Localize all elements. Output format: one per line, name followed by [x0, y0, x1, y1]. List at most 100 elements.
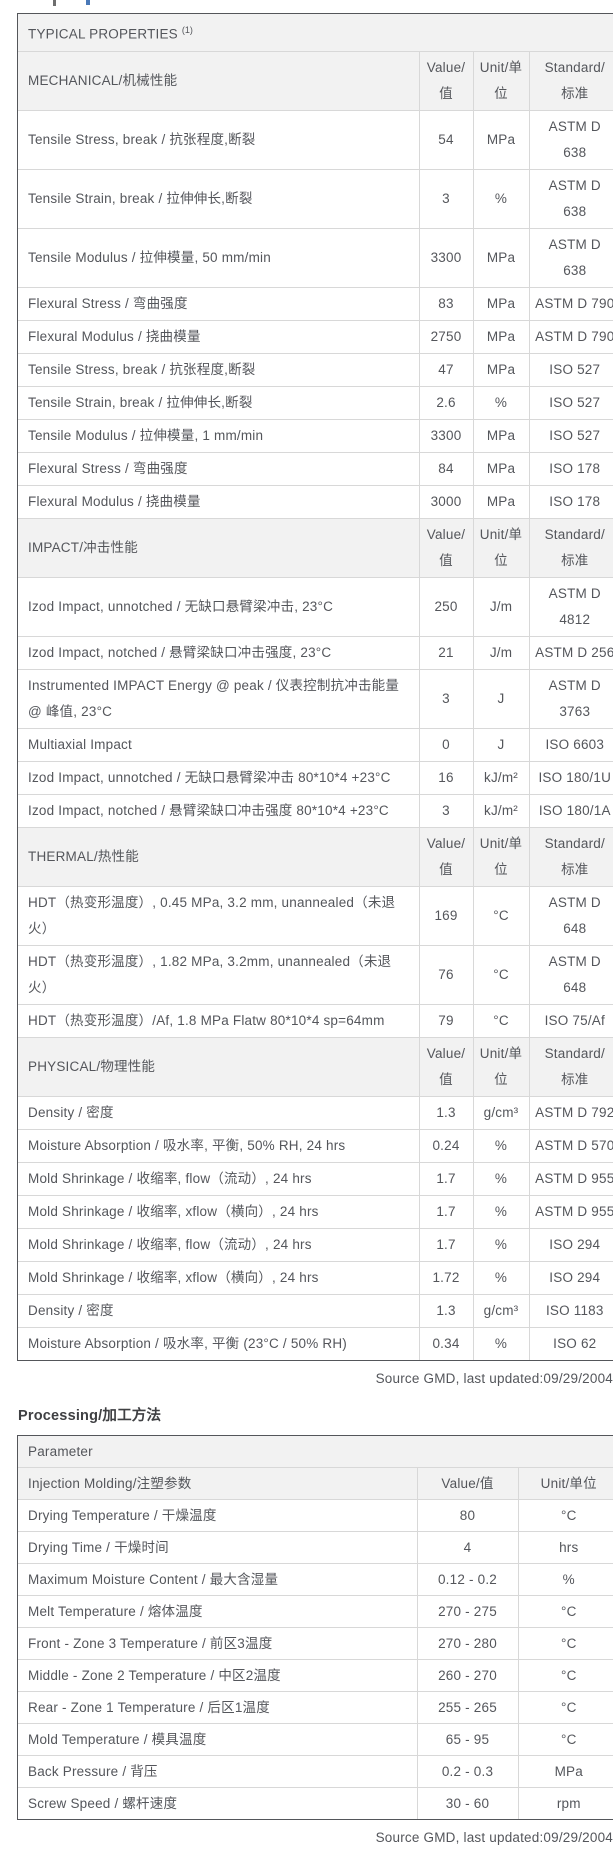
clipped-letter-descender: [53, 0, 56, 6]
standard-cell: ISO 75/Af: [528, 1003, 613, 1037]
unit-cell: Unit/单 位: [472, 517, 529, 577]
value-cell: 250: [418, 576, 473, 636]
table-row: IMPACT/冲击性能 Value/ 值 Unit/单 位 Standard/ …: [18, 517, 613, 577]
value-cell: 0.2 - 0.3: [416, 1755, 518, 1788]
standard-cell: ISO 62: [528, 1326, 613, 1360]
table-row: Tensile Stress, break / 抗张程度,断裂 54 MPa A…: [18, 109, 613, 169]
standard-cell: ISO 294: [528, 1227, 613, 1261]
table-row: Back Pressure / 背压 0.2 - 0.3 MPa: [18, 1755, 613, 1788]
table-row: Mold Shrinkage / 收缩率, flow（流动）, 24 hrs 1…: [18, 1227, 613, 1261]
value-cell: 3300: [418, 227, 473, 287]
source-note: Source GMD, last updated:09/29/2004: [375, 1830, 613, 1845]
value-cell: 3: [418, 793, 473, 827]
unit-cell: Unit/单 位: [472, 50, 529, 110]
standard-cell: ASTM D 648: [528, 885, 613, 945]
standard-cell: ISO 294: [528, 1260, 613, 1294]
value-cell: 79: [418, 1003, 473, 1037]
unit-cell: MPa: [472, 319, 529, 353]
standard-cell: ASTM D 648: [528, 944, 613, 1004]
value-cell: 65 - 95: [416, 1723, 518, 1756]
unit-cell: %: [472, 1326, 529, 1360]
standard-cell: ASTM D 792: [528, 1095, 613, 1129]
unit-cell: °C: [472, 1003, 529, 1037]
property-label-cell: Mold Shrinkage / 收缩率, xflow（横向）, 24 hrs: [18, 1260, 419, 1294]
value-cell: 84: [418, 451, 473, 485]
standard-cell: ISO 178: [528, 484, 613, 518]
unit-cell: MPa: [472, 109, 529, 169]
value-cell: 76: [418, 944, 473, 1004]
table-row: Izod Impact, notched / 悬臂梁缺口冲击强度 80*10*4…: [18, 793, 613, 827]
table-row: Front - Zone 3 Temperature / 前区3温度 270 -…: [18, 1627, 613, 1660]
property-label-cell: Tensile Stress, break / 抗张程度,断裂: [18, 352, 419, 386]
unit-cell: %: [472, 1227, 529, 1261]
table-title-superscript: (1): [181, 25, 193, 35]
properties-rows: MECHANICAL/机械性能 Value/ 值 Unit/单 位 Standa…: [18, 50, 613, 1360]
value-cell: 3000: [418, 484, 473, 518]
unit-cell: J/m: [472, 635, 529, 669]
property-label-cell: Density / 密度: [18, 1095, 419, 1129]
table-row: Mold Shrinkage / 收缩率, flow（流动）, 24 hrs 1…: [18, 1161, 613, 1195]
standard-cell: ASTM D 256: [528, 635, 613, 669]
unit-cell: °C: [472, 885, 529, 945]
table-row: Density / 密度 1.3 g/cm³ ISO 1183: [18, 1293, 613, 1327]
unit-cell: %: [472, 1260, 529, 1294]
clipped-text-fragment: [0, 0, 613, 8]
value-cell: 0.34: [418, 1326, 473, 1360]
property-label-cell: Flexural Modulus / 挠曲模量: [18, 319, 419, 353]
value-cell: 2750: [418, 319, 473, 353]
table-title-row: TYPICAL PROPERTIES (1): [18, 14, 613, 51]
table-row: Izod Impact, notched / 悬臂梁缺口冲击强度, 23°C 2…: [18, 635, 613, 669]
property-label-cell: Izod Impact, unnotched / 无缺口悬臂梁冲击 80*10*…: [18, 760, 419, 794]
property-label-cell: Density / 密度: [18, 1293, 419, 1327]
unit-cell: MPa: [472, 418, 529, 452]
value-cell: 270 - 275: [416, 1595, 518, 1628]
standard-cell: ISO 6603: [528, 727, 613, 761]
parameter-label-cell: Drying Time / 干燥时间: [18, 1531, 417, 1564]
property-label-cell: Flexural Stress / 弯曲强度: [18, 286, 419, 320]
unit-cell: MPa: [472, 227, 529, 287]
table-row: Rear - Zone 1 Temperature / 后区1温度 255 - …: [18, 1691, 613, 1724]
value-cell: 270 - 280: [416, 1627, 518, 1660]
property-label-cell: Izod Impact, notched / 悬臂梁缺口冲击强度 80*10*4…: [18, 793, 419, 827]
standard-cell: Standard/ 标准: [528, 517, 613, 577]
property-label-cell: Izod Impact, unnotched / 无缺口悬臂梁冲击, 23°C: [18, 576, 419, 636]
unit-cell: °C: [517, 1723, 613, 1756]
table-row: HDT（热变形温度）, 1.82 MPa, 3.2mm, unannealed（…: [18, 944, 613, 1004]
unit-cell: rpm: [517, 1787, 613, 1819]
value-cell: 3: [418, 168, 473, 228]
value-cell: 169: [418, 885, 473, 945]
table-row: Tensile Modulus / 拉伸模量, 1 mm/min 3300 MP…: [18, 418, 613, 452]
parameter-label-cell: Screw Speed / 螺杆速度: [18, 1787, 417, 1819]
property-label-cell: Tensile Stress, break / 抗张程度,断裂: [18, 109, 419, 169]
table-row: Tensile Strain, break / 拉伸伸长,断裂 2.6 % IS…: [18, 385, 613, 419]
unit-cell: g/cm³: [472, 1293, 529, 1327]
standard-cell: Standard/ 标准: [528, 1036, 613, 1096]
value-cell: 255 - 265: [416, 1691, 518, 1724]
table-row: Tensile Stress, break / 抗张程度,断裂 47 MPa I…: [18, 352, 613, 386]
unit-cell: %: [472, 1128, 529, 1162]
unit-cell: MPa: [472, 286, 529, 320]
table-row: Tensile Strain, break / 拉伸伸长,断裂 3 % ASTM…: [18, 168, 613, 228]
table-row: Moisture Absorption / 吸水率, 平衡 (23°C / 50…: [18, 1326, 613, 1360]
table-row: Flexural Stress / 弯曲强度 83 MPa ASTM D 790: [18, 286, 613, 320]
value-cell: 54: [418, 109, 473, 169]
table-row: Density / 密度 1.3 g/cm³ ASTM D 792: [18, 1095, 613, 1129]
value-cell: 0.12 - 0.2: [416, 1563, 518, 1596]
standard-cell: Standard/ 标准: [528, 50, 613, 110]
property-label-cell: Flexural Modulus / 挠曲模量: [18, 484, 419, 518]
value-cell: 1.3: [418, 1293, 473, 1327]
value-cell: 83: [418, 286, 473, 320]
property-label-cell: Mold Shrinkage / 收缩率, flow（流动）, 24 hrs: [18, 1227, 419, 1261]
property-label-cell: PHYSICAL/物理性能: [18, 1036, 419, 1096]
unit-cell: J: [472, 668, 529, 728]
table-row: Mold Shrinkage / 收缩率, xflow（横向）, 24 hrs …: [18, 1194, 613, 1228]
table-row: Drying Temperature / 干燥温度 80 °C: [18, 1499, 613, 1532]
standard-cell: ASTM D 955: [528, 1194, 613, 1228]
table-row: Izod Impact, unnotched / 无缺口悬臂梁冲击 80*10*…: [18, 760, 613, 794]
table-row: Middle - Zone 2 Temperature / 中区2温度 260 …: [18, 1659, 613, 1692]
unit-cell: °C: [517, 1595, 613, 1628]
parameter-label-cell: Rear - Zone 1 Temperature / 后区1温度: [18, 1691, 417, 1724]
table-row: Flexural Modulus / 挠曲模量 3000 MPa ISO 178: [18, 484, 613, 518]
unit-cell: °C: [517, 1499, 613, 1532]
standard-cell: ISO 178: [528, 451, 613, 485]
